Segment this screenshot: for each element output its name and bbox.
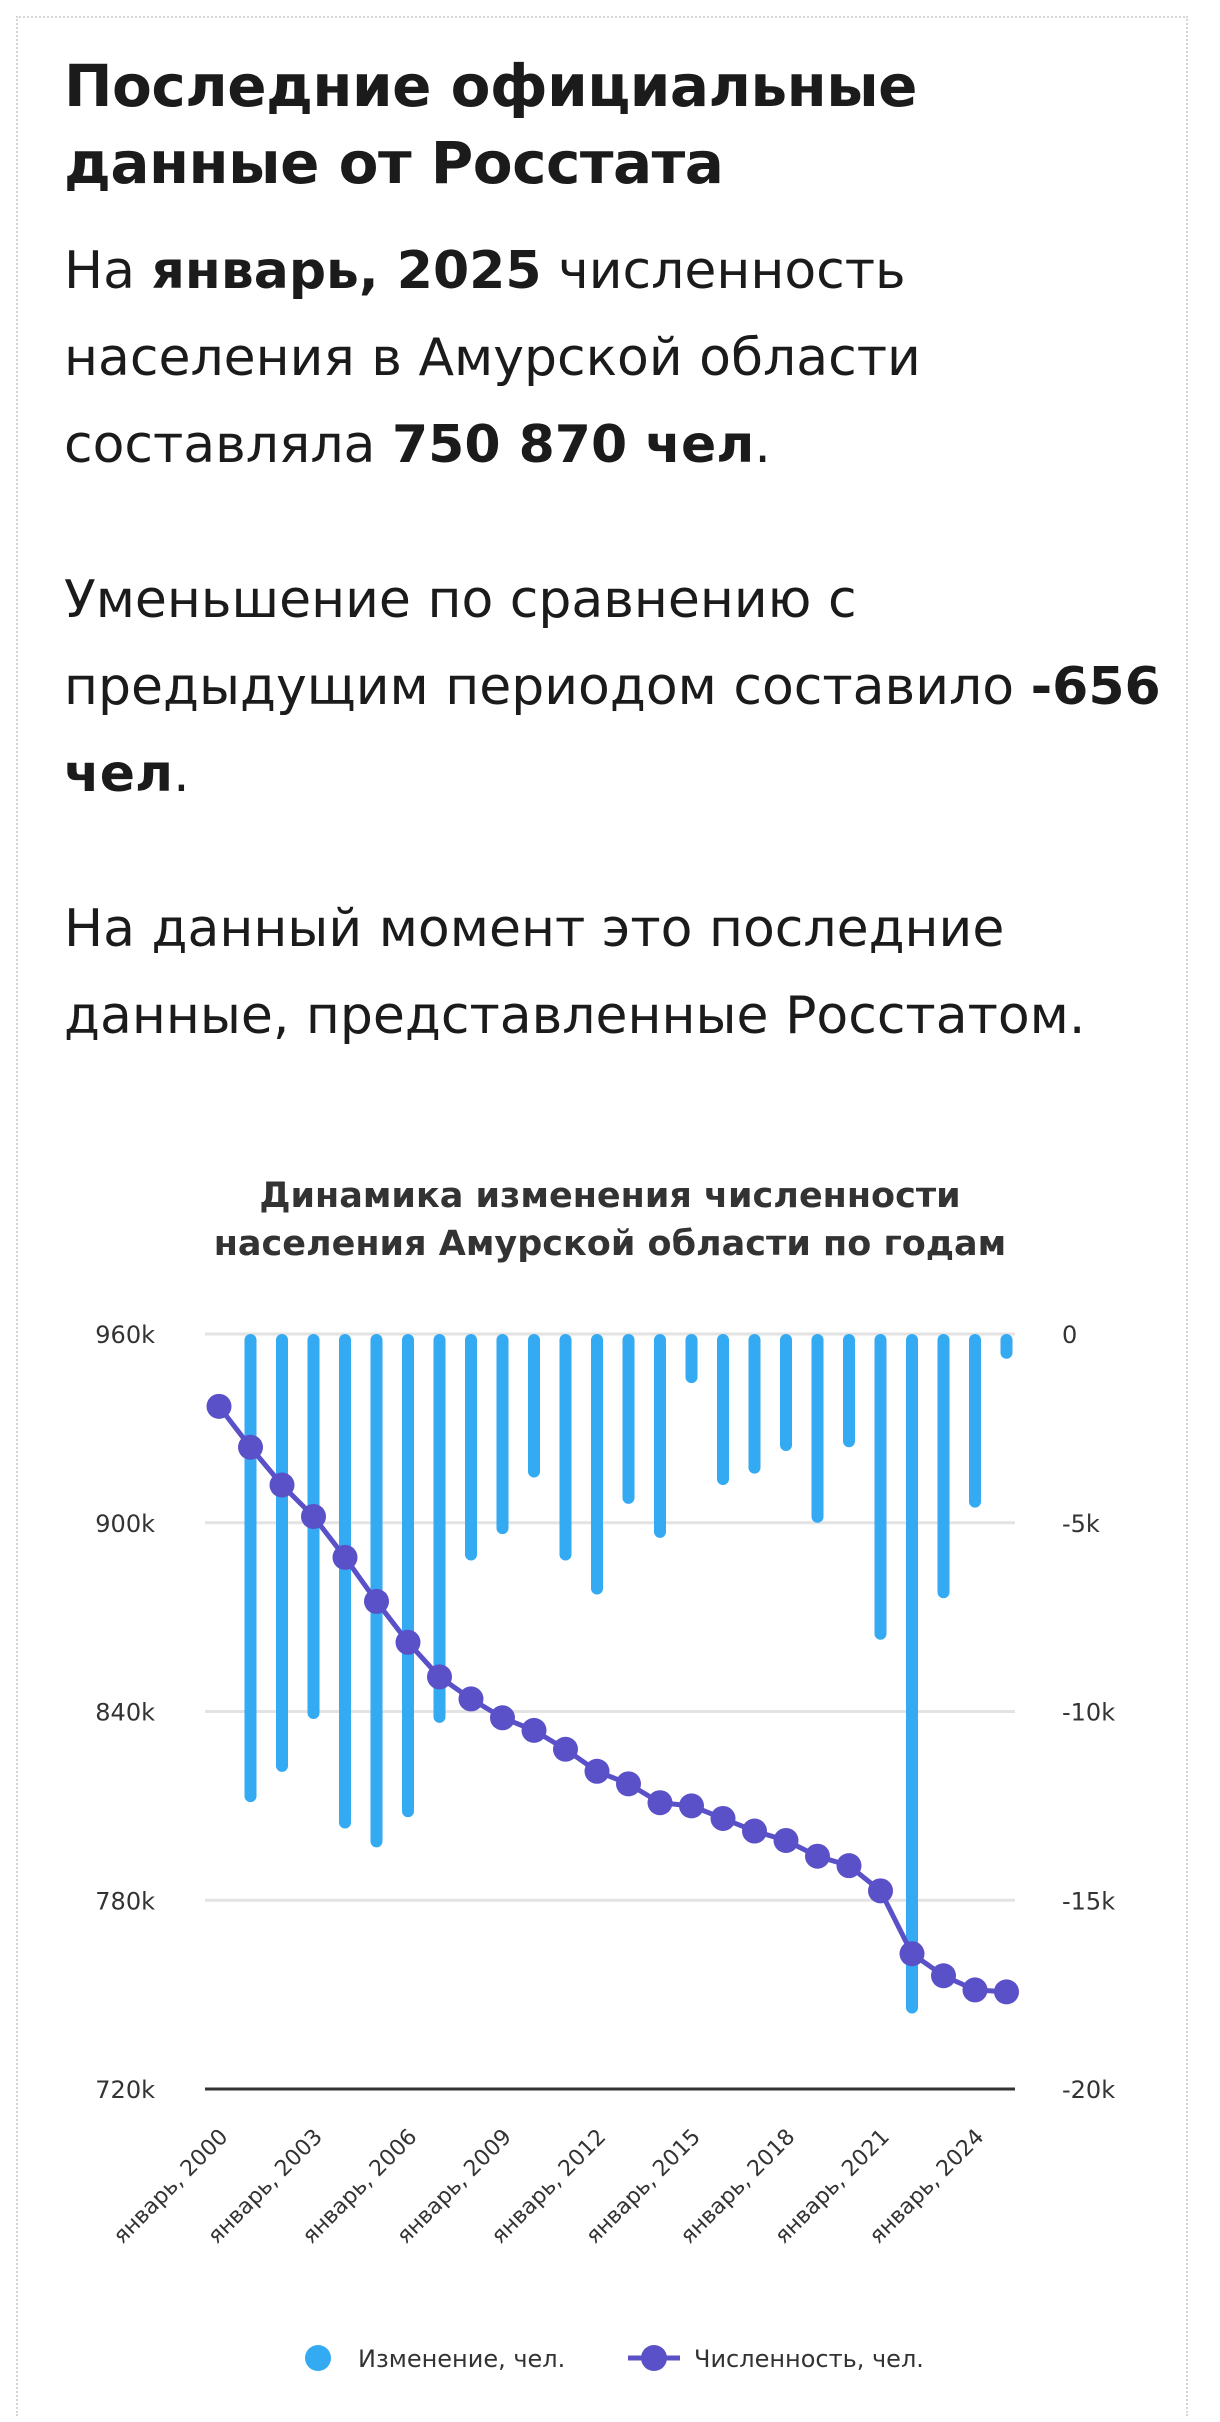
summary-text: Уменьшение по сравнению с предыдущим пер… <box>64 570 1031 717</box>
summary-text: На <box>64 241 152 301</box>
info-section: Последние официальные данные от Росстата… <box>64 48 1164 1060</box>
legend-line-dot <box>641 2345 667 2371</box>
population-chart: Динамика изменения численности населения … <box>0 1150 1220 2418</box>
right-axis-tick-label: -5k <box>1062 1510 1100 1538</box>
page-title: Последние официальные данные от Росстата <box>64 52 918 197</box>
population-point <box>553 1736 578 1762</box>
change-bar <box>937 1334 950 1599</box>
chart-svg: Динамика изменения численности населения … <box>95 1176 1115 2373</box>
population-point <box>332 1544 358 1570</box>
right-axis-tick-label: 0 <box>1062 1321 1077 1349</box>
change-bar <box>528 1334 540 1478</box>
population-point <box>899 1941 925 1967</box>
change-bar <box>780 1334 792 1452</box>
population-point <box>584 1758 610 1784</box>
left-axis-tick-label: 720k <box>95 2076 155 2104</box>
population-point <box>427 1664 452 1690</box>
change-bar <box>496 1334 509 1535</box>
summary-text: численность населения в Амурской области… <box>64 241 921 475</box>
change-bar <box>276 1334 288 1772</box>
change-bar <box>906 1334 918 2014</box>
population-point <box>994 1979 1019 2005</box>
population-point <box>206 1393 232 1419</box>
population-point <box>269 1472 295 1498</box>
change-bar <box>874 1334 887 1640</box>
change-bar <box>433 1334 446 1723</box>
change-bar <box>685 1334 698 1384</box>
left-axis-tick-label: 780k <box>95 1887 155 1915</box>
population-point <box>962 1977 988 2003</box>
population-point <box>521 1717 547 1743</box>
population-point <box>238 1434 263 1460</box>
change-bar <box>244 1334 257 1803</box>
population-point <box>458 1686 484 1712</box>
change-bar <box>402 1334 414 1818</box>
population-point <box>773 1827 799 1853</box>
legend-bar-marker <box>305 2345 331 2371</box>
change-bar <box>559 1334 572 1561</box>
right-axis-tick-label: -20k <box>1062 2076 1115 2104</box>
change-bar <box>622 1334 635 1504</box>
chart-title: Динамика изменения численности <box>259 1176 960 1216</box>
population-point <box>395 1629 421 1655</box>
change-bar <box>811 1334 824 1523</box>
change-bar <box>591 1334 603 1595</box>
population-point <box>616 1771 641 1797</box>
population-summary: На январь, 2025 численность населения в … <box>64 228 1164 489</box>
left-axis-tick-label: 900k <box>95 1510 155 1538</box>
population-line <box>217 1404 1007 1995</box>
card <box>16 16 1188 2416</box>
change-summary: Уменьшение по сравнению с предыдущим пер… <box>64 557 1164 818</box>
right-axis-tick-label: -15k <box>1062 1887 1115 1915</box>
period-value: январь, 2025 <box>151 241 542 301</box>
population-point <box>836 1853 862 1879</box>
legend-label-population: Численность, чел. <box>694 2345 924 2373</box>
population-point <box>490 1705 515 1731</box>
change-bar <box>748 1334 761 1474</box>
change-bar <box>717 1334 729 1485</box>
change-value: -656 чел <box>64 657 1161 804</box>
chart-title: населения Амурской области по годам <box>214 1224 1007 1264</box>
population-point <box>647 1790 673 1816</box>
right-axis-tick-label: -10k <box>1062 1699 1115 1727</box>
change-bar <box>969 1334 981 1508</box>
change-bar <box>465 1334 477 1561</box>
population-point <box>742 1818 767 1844</box>
change-bar <box>843 1334 855 1448</box>
left-axis-tick-label: 840k <box>95 1699 155 1727</box>
change-bar <box>1000 1334 1013 1359</box>
population-point <box>679 1793 704 1819</box>
latest-data-note: На данный момент это последние данные, п… <box>64 899 1086 1046</box>
population-point <box>301 1503 326 1529</box>
population-point <box>805 1843 830 1869</box>
population-point <box>868 1878 893 1904</box>
change-bar <box>654 1334 666 1538</box>
population-point <box>364 1588 389 1614</box>
population-point <box>931 1963 956 1989</box>
population-point <box>710 1805 736 1831</box>
summary-text: . <box>173 744 190 804</box>
population-value: 750 870 чел <box>391 415 755 475</box>
summary-text: . <box>754 415 771 475</box>
change-bar <box>339 1334 351 1829</box>
legend-label-change: Изменение, чел. <box>358 2345 565 2373</box>
left-axis-tick-label: 960k <box>95 1321 155 1349</box>
